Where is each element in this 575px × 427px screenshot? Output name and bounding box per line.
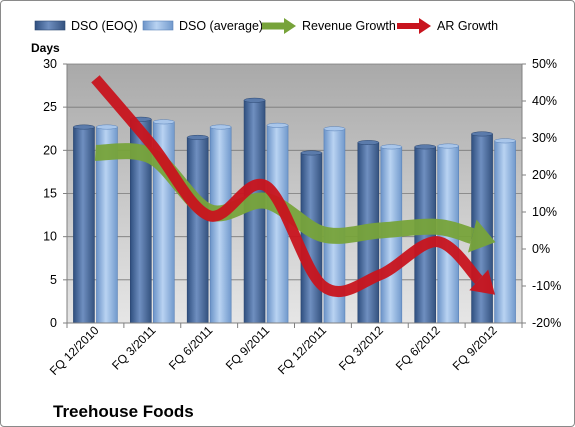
growth-line-1 — [91, 75, 483, 297]
y-tick-label: 25 — [43, 100, 57, 114]
legend-label: Revenue Growth — [302, 19, 396, 33]
growth-arrowhead-1 — [469, 269, 496, 295]
y-tick-label: 0 — [50, 316, 57, 330]
legend-label: DSO (EOQ) — [71, 19, 138, 33]
y2-tick-label: -10% — [532, 279, 561, 293]
x-tick-label: FQ 12/2011 — [275, 323, 329, 377]
y2-tick-label: -20% — [532, 316, 561, 330]
chart-title: Treehouse Foods — [53, 402, 194, 421]
bar-top — [73, 124, 95, 130]
y2-tick-label: 10% — [532, 205, 557, 219]
bar — [186, 137, 209, 324]
y2-tick-label: 40% — [532, 94, 557, 108]
bar-top — [186, 134, 209, 140]
growth-arrowhead-0 — [467, 219, 496, 253]
x-tick-label: FQ 6/2011 — [166, 323, 216, 373]
bar-top — [209, 124, 232, 130]
bar-top — [300, 150, 323, 156]
bar-top — [243, 97, 266, 103]
y2-tick-label: 20% — [532, 168, 557, 182]
y2-tick-label: 30% — [532, 131, 557, 145]
bar-top — [153, 119, 175, 125]
bar-top — [266, 122, 289, 128]
x-tick-label: FQ 3/2012 — [336, 323, 386, 373]
bar-top — [380, 144, 403, 150]
bar-top — [414, 144, 436, 150]
legend: DSO (EOQ) DSO (average) Revenue Growth AR G… — [34, 18, 498, 34]
bar-top — [437, 143, 459, 149]
bar-top — [96, 124, 118, 130]
x-tick-label: FQ 12/2010 — [47, 323, 102, 378]
y2-tick-label: 50% — [532, 57, 557, 71]
y-tick-label: 20 — [43, 143, 57, 157]
y2-tick-label: 0% — [532, 242, 550, 256]
bar-top — [494, 138, 516, 144]
bar — [73, 126, 95, 324]
x-tick-label: FQ 3/2011 — [109, 323, 159, 373]
bar — [494, 140, 516, 324]
y-tick-label: 5 — [50, 273, 57, 287]
bar — [209, 126, 232, 324]
legend-swatch — [34, 20, 66, 31]
y-tick-label: 30 — [43, 57, 57, 71]
x-tick-label: FQ 9/2012 — [450, 323, 500, 373]
legend-label: AR Growth — [437, 19, 498, 33]
bars — [73, 97, 516, 324]
legend-arrow-head — [284, 18, 296, 34]
x-tick-label: FQ 6/2012 — [393, 323, 443, 373]
legend-swatch — [142, 20, 174, 31]
legend-arrow-head — [419, 18, 431, 34]
legend-label: DSO (average) — [179, 19, 263, 33]
y-axis-title: Days — [31, 41, 60, 55]
growth-lines — [91, 75, 496, 297]
bar-top — [357, 140, 380, 146]
bar-top — [471, 131, 493, 137]
bar-top — [323, 126, 346, 132]
y-tick-label: 10 — [43, 230, 57, 244]
x-tick-label: FQ 9/2011 — [223, 323, 273, 373]
y-tick-label: 15 — [43, 187, 57, 201]
